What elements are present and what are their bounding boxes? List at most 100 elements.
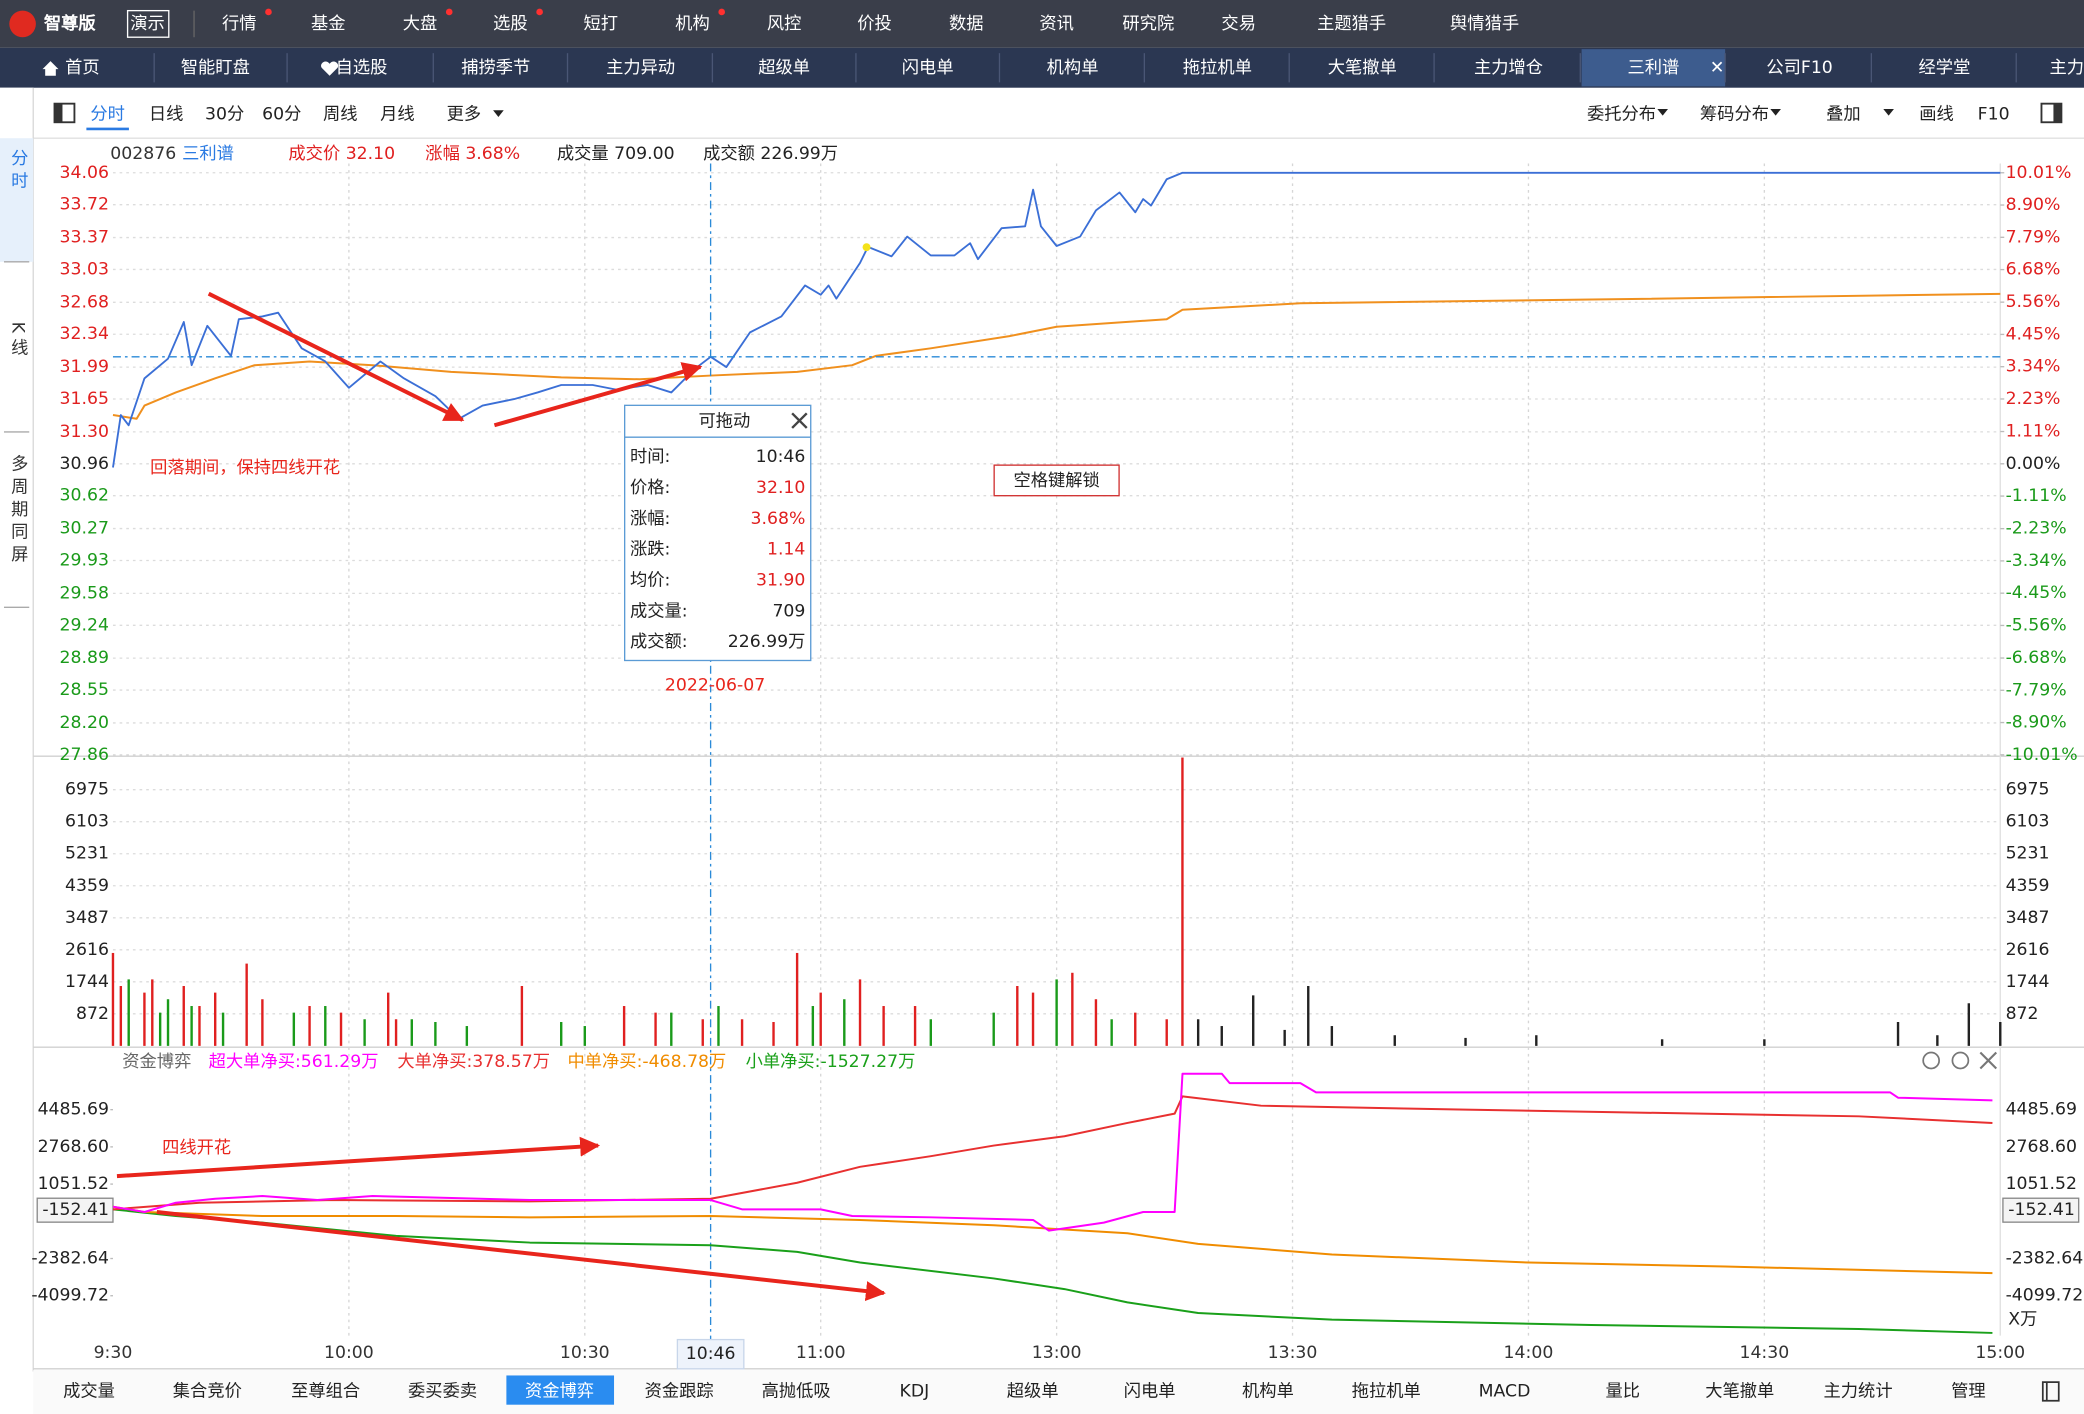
- cursor-time: 10:46: [686, 1344, 736, 1364]
- toolbar-item[interactable]: 叠加: [1826, 104, 1861, 124]
- toolbar-item[interactable]: 更多: [447, 104, 482, 124]
- volume-bar: [701, 1019, 704, 1046]
- toolbar-item[interactable]: F10: [1978, 104, 2010, 124]
- bottom-tab[interactable]: 管理: [1951, 1381, 1986, 1401]
- volume-bar: [339, 1012, 343, 1046]
- legend-entry: 大单净买:378.57万: [397, 1052, 550, 1072]
- bottom-tab[interactable]: KDJ: [900, 1381, 930, 1401]
- sidebar-item[interactable]: 多周期同屏: [7, 455, 28, 568]
- menu-item[interactable]: 大盘: [403, 14, 438, 34]
- bottom-tab[interactable]: 成交量: [63, 1381, 115, 1401]
- home-icon: [42, 61, 59, 76]
- volume-bar: [1134, 1012, 1137, 1046]
- tab-close[interactable]: ✕: [1710, 58, 1724, 78]
- menu-item[interactable]: 数据: [949, 14, 984, 34]
- y-tick-label: 28.20: [60, 713, 109, 733]
- toolbar-item[interactable]: 30分: [205, 104, 244, 124]
- panel-icon[interactable]: [1951, 1051, 1970, 1070]
- tab[interactable]: 捕捞季节: [461, 58, 530, 78]
- tab[interactable]: 主力异动: [606, 58, 675, 78]
- y2-tick-label: 10.01%: [2006, 163, 2072, 183]
- y-tick-label: 6975: [65, 780, 109, 800]
- bottom-tab[interactable]: 集合竞价: [173, 1381, 242, 1401]
- volume-bar: [811, 1006, 815, 1046]
- tab[interactable]: 三利谱: [1627, 58, 1679, 78]
- menu-item[interactable]: 基金: [311, 14, 346, 34]
- tab[interactable]: 经学堂: [1919, 58, 1971, 78]
- bottom-icon[interactable]: [2041, 1381, 2060, 1402]
- tab[interactable]: 智能盯盘: [181, 58, 250, 78]
- current-label: -152.41: [2008, 1200, 2075, 1220]
- bottom-tab[interactable]: 资金跟踪: [645, 1381, 714, 1401]
- menu-item[interactable]: 短打: [583, 14, 618, 34]
- tab[interactable]: 自选股: [336, 58, 388, 78]
- annotation: 四线开花: [162, 1138, 231, 1158]
- menu-item[interactable]: 行情: [222, 14, 257, 34]
- bottom-tab[interactable]: 闪电单: [1124, 1381, 1176, 1401]
- bottom-tab[interactable]: 机构单: [1242, 1381, 1294, 1401]
- bottom-tab[interactable]: 主力统计: [1824, 1381, 1893, 1401]
- bottom-tab[interactable]: 超级单: [1007, 1381, 1059, 1401]
- bottom-tab[interactable]: 大笔撤单: [1705, 1381, 1774, 1401]
- volume-bar: [1393, 1035, 1396, 1046]
- tab[interactable]: 机构单: [1047, 58, 1099, 78]
- tab[interactable]: 公司F10: [1766, 58, 1832, 78]
- arrow: [156, 1210, 886, 1301]
- toolbar-item[interactable]: 画线: [1919, 104, 1954, 124]
- menu-item[interactable]: 资讯: [1039, 14, 1074, 34]
- tab[interactable]: 闪电单: [902, 58, 954, 78]
- flow-line: [112, 1095, 1993, 1211]
- toolbar-item[interactable]: 委托分布: [1587, 104, 1656, 124]
- legend-entry: 超大单净买:561.29万: [209, 1052, 379, 1072]
- tab[interactable]: 拖拉机单: [1183, 58, 1252, 78]
- tab[interactable]: 主力: [2049, 58, 2084, 78]
- bottom-tab[interactable]: 拖拉机单: [1352, 1381, 1421, 1401]
- y-tick-label: 30.62: [60, 486, 109, 506]
- tab[interactable]: 首页: [65, 58, 100, 78]
- bottom-bar: [33, 1370, 2084, 1414]
- sidebar-item[interactable]: K线: [7, 322, 28, 361]
- y2-tick-label: 4359: [2006, 876, 2050, 896]
- bottom-tab[interactable]: 资金博弈: [525, 1381, 594, 1401]
- toolbar-item[interactable]: 日线: [149, 104, 184, 124]
- toolbar-item[interactable]: 60分: [262, 104, 301, 124]
- bottom-tab[interactable]: 委买委卖: [408, 1381, 477, 1401]
- y2-tick-label: 0.00%: [2006, 454, 2061, 474]
- menu-item[interactable]: 舆情猎手: [1450, 14, 1519, 34]
- logo: 智尊版: [44, 13, 97, 34]
- menu-item[interactable]: 交易: [1221, 14, 1256, 34]
- panel-icon[interactable]: [1922, 1051, 1940, 1070]
- menu-item[interactable]: 选股: [493, 14, 528, 34]
- bottom-tab[interactable]: 高抛低吸: [762, 1381, 831, 1401]
- tab[interactable]: 主力增仓: [1474, 58, 1543, 78]
- y2-tick-label: 2616: [2006, 940, 2050, 960]
- menu-item[interactable]: 机构: [675, 14, 710, 34]
- tab[interactable]: 大笔撤单: [1328, 58, 1397, 78]
- menu-item[interactable]: 研究院: [1122, 14, 1174, 34]
- tab[interactable]: 超级单: [758, 58, 810, 78]
- toolbar-item[interactable]: 周线: [323, 104, 358, 124]
- toolbar-item[interactable]: 月线: [380, 104, 415, 124]
- y2-tick-label: -4099.72: [2006, 1286, 2084, 1306]
- toolbar-item[interactable]: 筹码分布: [1700, 104, 1769, 124]
- menu-dot: [265, 8, 272, 16]
- y-tick-label: 872: [76, 1004, 109, 1024]
- toolbar-item[interactable]: 分时: [90, 104, 125, 124]
- bottom-tab[interactable]: 量比: [1606, 1381, 1641, 1401]
- tooltip-close[interactable]: [791, 412, 808, 429]
- y-tick-label: -2382.64: [31, 1249, 109, 1269]
- panel-close[interactable]: [1979, 1051, 1998, 1070]
- sidebar-item[interactable]: 分时: [7, 149, 28, 194]
- volume-bar: [127, 979, 130, 1046]
- bottom-tab[interactable]: 至尊组合: [291, 1381, 360, 1401]
- bottom-tab[interactable]: MACD: [1479, 1381, 1531, 1401]
- volume-bar: [151, 979, 154, 1046]
- current-label: -152.41: [42, 1200, 109, 1220]
- menu-item[interactable]: 价投: [857, 14, 892, 34]
- menu-item[interactable]: 风控: [767, 14, 802, 34]
- menu-item[interactable]: 主题猎手: [1317, 14, 1386, 34]
- volume-bar: [1055, 979, 1058, 1046]
- y-tick-label: 33.37: [60, 228, 109, 248]
- y2-tick-label: -8.90%: [2006, 713, 2067, 733]
